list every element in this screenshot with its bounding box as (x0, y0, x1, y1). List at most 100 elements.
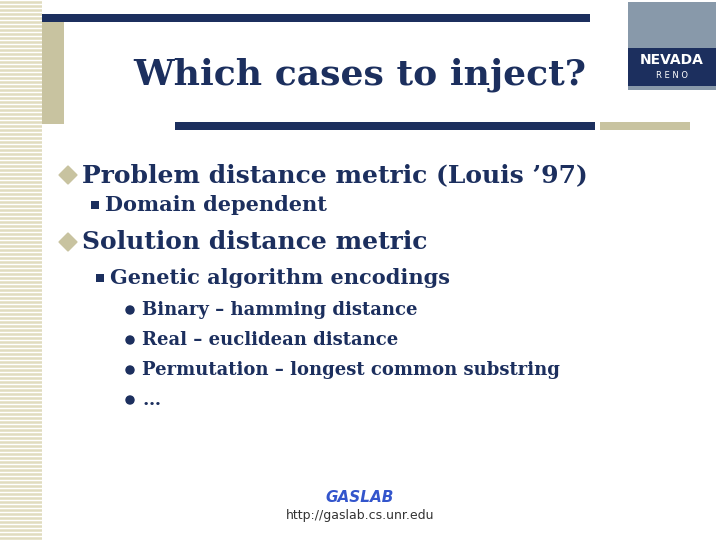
Bar (0, 286, 42, 287)
Bar (0, 0, 42, 1)
Bar (0, 422, 42, 423)
Bar (0, 342, 42, 343)
Bar (0, 296, 42, 297)
Bar (96, 274, 104, 282)
Bar (0, 210, 42, 211)
Bar (0, 532, 42, 533)
Bar (0, 410, 42, 411)
Bar (0, 150, 42, 151)
Bar (0, 234, 42, 235)
Bar (0, 468, 42, 469)
Bar (0, 116, 42, 117)
Bar (0, 58, 42, 59)
Bar (0, 260, 42, 261)
Bar (0, 278, 42, 279)
Bar (0, 336, 42, 337)
Bar (0, 42, 42, 43)
Bar (0, 414, 42, 415)
Bar (0, 200, 42, 201)
Bar (0, 266, 42, 267)
Bar (0, 312, 42, 313)
Bar (0, 516, 42, 517)
Bar (0, 426, 42, 427)
Bar (0, 324, 42, 325)
Bar (0, 310, 42, 311)
Bar (0, 146, 42, 147)
Bar (0, 362, 42, 363)
Bar (0, 214, 42, 215)
Bar (0, 512, 42, 513)
Bar (0, 80, 42, 81)
Bar (0, 124, 42, 125)
Bar (0, 14, 42, 15)
Bar (0, 458, 42, 459)
Bar (628, 2, 716, 90)
Bar (0, 500, 42, 501)
Bar (0, 242, 42, 243)
Bar (0, 430, 42, 431)
Text: R E N O: R E N O (656, 71, 688, 80)
Bar (0, 400, 42, 401)
Bar (0, 256, 42, 257)
Bar (0, 448, 42, 449)
Bar (0, 252, 42, 253)
Bar (0, 114, 42, 115)
Bar (0, 184, 42, 185)
Bar (0, 208, 42, 209)
Bar (91, 201, 99, 209)
Bar (0, 332, 42, 333)
Text: …: … (142, 391, 160, 409)
Bar (0, 72, 42, 73)
Bar (0, 484, 42, 485)
Bar (0, 456, 42, 457)
Bar (0, 30, 42, 31)
Bar (0, 196, 42, 197)
Bar (0, 360, 42, 361)
Bar (0, 476, 42, 477)
Bar (0, 186, 42, 187)
Bar (0, 40, 42, 41)
Bar (0, 188, 42, 189)
Bar (0, 280, 42, 281)
Bar (0, 518, 42, 519)
Bar (0, 462, 42, 463)
Bar (0, 218, 42, 219)
Bar (0, 498, 42, 499)
Bar (0, 326, 42, 327)
Bar (0, 474, 42, 475)
Bar (0, 216, 42, 217)
Bar (0, 158, 42, 159)
Bar (0, 108, 42, 109)
Bar (0, 66, 42, 67)
Bar (0, 82, 42, 83)
Bar (0, 46, 42, 47)
Bar (0, 450, 42, 451)
Bar (0, 356, 42, 357)
Bar (0, 520, 42, 521)
Bar (0, 60, 42, 61)
Bar (0, 224, 42, 225)
Bar (0, 288, 42, 289)
Bar (0, 172, 42, 173)
Text: Binary – hamming distance: Binary – hamming distance (142, 301, 418, 319)
Bar (0, 84, 42, 85)
Bar (0, 464, 42, 465)
Bar (0, 62, 42, 63)
Bar (0, 292, 42, 293)
Bar (0, 88, 42, 89)
Bar (0, 220, 42, 221)
Text: Permutation – longest common substring: Permutation – longest common substring (142, 361, 560, 379)
Bar (628, 48, 716, 86)
Bar (0, 538, 42, 539)
Bar (0, 366, 42, 367)
Bar (0, 238, 42, 239)
Bar (0, 534, 42, 535)
Bar (0, 526, 42, 527)
Bar (0, 168, 42, 169)
Bar (0, 506, 42, 507)
Bar (0, 96, 42, 97)
Text: Which cases to inject?: Which cases to inject? (133, 58, 587, 92)
Bar (0, 262, 42, 263)
Bar (0, 338, 42, 339)
Bar (0, 510, 42, 511)
